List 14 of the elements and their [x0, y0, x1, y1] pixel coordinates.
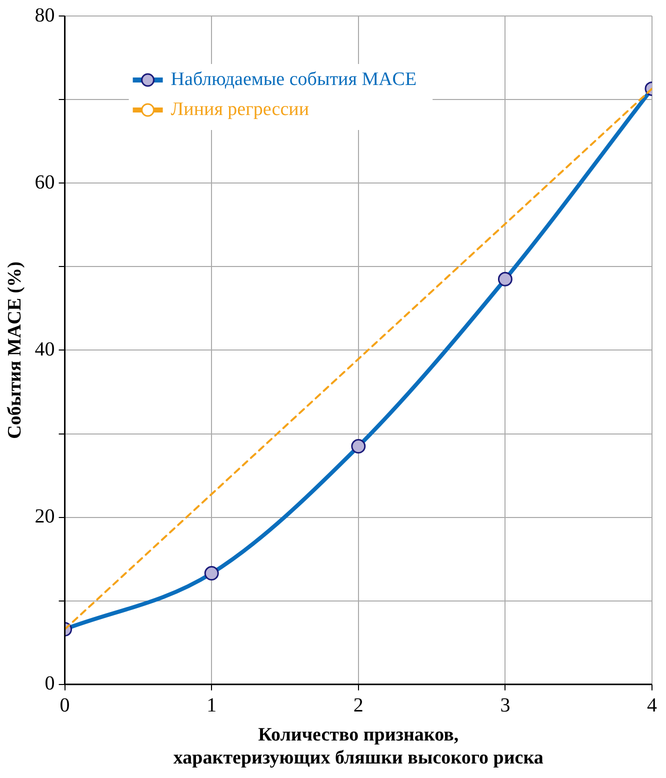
- y-tick-label: 20: [34, 506, 55, 528]
- legend-label: Линия регрессии: [170, 98, 310, 120]
- y-tick-label: 80: [34, 4, 55, 26]
- legend-label: Наблюдаемые события MACE: [170, 68, 417, 90]
- y-tick-label: 40: [34, 338, 55, 360]
- y-tick-label: 0: [44, 672, 55, 695]
- x-tick-label: 3: [500, 694, 510, 717]
- x-tick-label: 2: [353, 694, 364, 717]
- x-tick-label: 1: [206, 694, 217, 717]
- x-tick-label: 0: [60, 694, 70, 717]
- x-axis-title: Количество признаков, характеризующих бляшки высокого риска: [173, 724, 544, 769]
- x-tick-label: 4: [647, 694, 657, 717]
- y-tick-label: 60: [34, 171, 55, 194]
- y-axis-title: События MACE (%): [4, 262, 26, 439]
